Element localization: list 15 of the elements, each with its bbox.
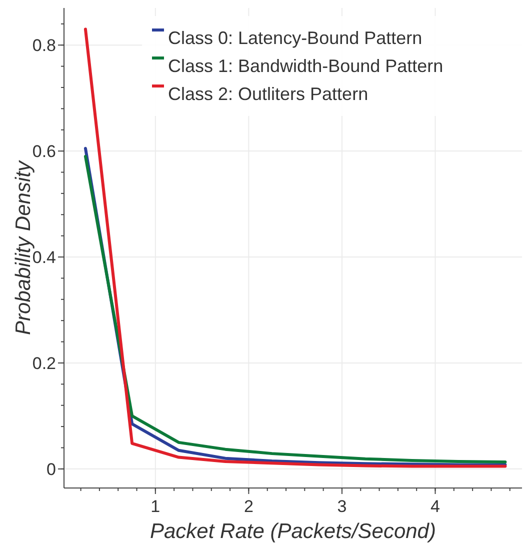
line-series [84, 28, 507, 468]
x-tick-label: 2 [244, 497, 254, 516]
x-tick-label: 1 [150, 497, 160, 516]
x-tick-label: 4 [430, 497, 440, 516]
y-tick-label: 0.4 [32, 248, 56, 267]
legend-label: Class 1: Bandwidth-Bound Pattern [168, 56, 444, 76]
legend-label: Class 2: Outliters Pattern [168, 84, 368, 104]
x-tick-label: 3 [337, 497, 347, 516]
y-tick-label: 0 [46, 460, 56, 479]
legend-label: Class 0: Latency-Bound Pattern [168, 28, 422, 48]
y-tick-label: 0.6 [32, 142, 56, 161]
y-axis-title: Probability Density [12, 160, 35, 335]
y-tick-label: 0.8 [32, 36, 56, 56]
x-axis-title: Packet Rate (Packets/Second) [150, 520, 436, 543]
y-tick-label: 0.2 [32, 354, 56, 373]
